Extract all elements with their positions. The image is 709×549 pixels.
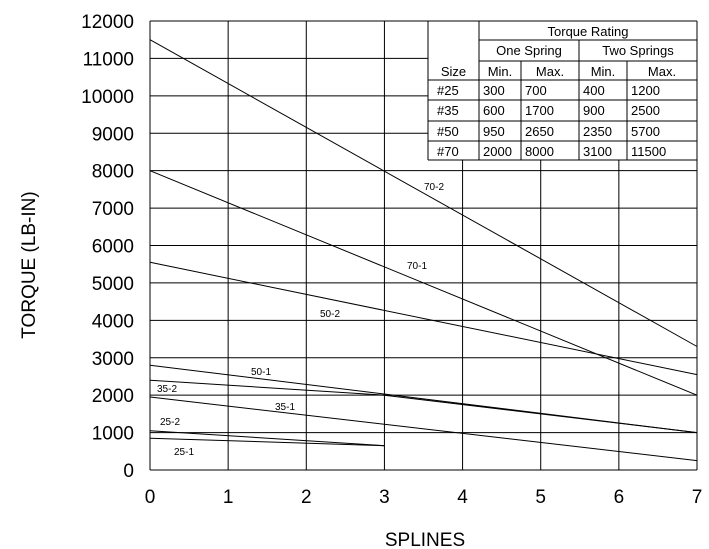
table-cell: 11500 [631,144,666,159]
table-cell: 900 [583,103,605,118]
x-tick-label: 2 [301,487,312,508]
table-cell: 700 [525,83,547,98]
series-line-25-2 [149,430,385,447]
series-label-35-1: 35-1 [275,402,295,413]
y-tick-label: 1000 [92,424,134,445]
series-label-25-2: 25-2 [160,417,180,428]
x-tick-label: 4 [457,487,468,508]
table-cell: #25 [437,83,459,98]
table-cell: 2650 [525,124,554,139]
table-cell: 5700 [631,124,660,139]
series-label-25-1: 25-1 [174,447,194,458]
series-label-35-2: 35-2 [157,384,177,395]
x-axis-title: SPLINES [385,530,465,549]
y-tick-label: 3000 [92,349,134,370]
y-tick-label: 6000 [92,237,134,258]
table-title: Torque Rating [548,24,629,39]
y-tick-label: 7000 [92,199,134,220]
table-group-header: One Spring [496,43,562,58]
y-tick-label: 0 [123,461,134,482]
series-lines [149,39,698,462]
table-column-header: Min. [488,64,513,79]
table-column-header: Max. [648,64,676,79]
x-tick-label: 5 [535,487,546,508]
table-cell: 300 [483,83,505,98]
table-cell: 950 [483,124,505,139]
table-cell: 2000 [483,144,512,159]
series-labels: 70-2 70-1 50-2 50-1 35-2 35-1 25-2 25-1 [157,182,444,458]
table-background [428,21,697,160]
table-cell: 2350 [583,124,612,139]
series-line-35-1 [149,396,698,462]
x-tick-label: 0 [145,487,156,508]
y-tick-label: 9000 [92,124,134,145]
y-tick-label: 4000 [92,311,134,332]
series-label-70-1: 70-1 [407,261,427,272]
y-axis-title: TORQUE (LB-IN) [19,191,40,338]
table-column-header: Max. [536,64,564,79]
table-cell: 2500 [631,103,660,118]
x-tick-label: 6 [614,487,625,508]
table-column-header: Min. [591,64,616,79]
series-line-70-2 [149,39,698,347]
series-label-70-2: 70-2 [424,182,444,193]
table-cell: #50 [437,124,459,139]
axis-ticks: 0 1 2 3 4 5 6 7 0 1000 2000 3000 4000 5000 6000 7000 800… [81,12,702,508]
table-cell: #35 [437,103,459,118]
series-label-50-1: 50-1 [251,367,271,378]
torque-rating-table: Torque Rating One Spring Two Springs Size Mi… [427,20,698,161]
series-line-70-1 [149,170,698,396]
y-tick-label: 11000 [83,49,134,70]
table-cell: 1200 [631,83,660,98]
series-line-50-2 [149,261,698,376]
series-line-35-2 [149,379,698,434]
x-tick-label: 1 [223,487,234,508]
x-tick-label: 3 [379,487,390,508]
x-tick-label: 7 [692,487,703,508]
table-column-header: Size [441,64,466,79]
y-tick-label: 5000 [92,274,134,295]
series-label-50-2: 50-2 [320,309,340,320]
y-tick-label: 10000 [81,87,134,108]
y-tick-label: 12000 [81,12,134,33]
table-group-header: Two Springs [602,43,674,58]
y-tick-label: 8000 [92,162,134,183]
series-line-25-1 [149,437,385,447]
table-cell: #70 [437,144,459,159]
table-cell: 1700 [525,103,554,118]
table-cell: 8000 [525,144,554,159]
table-cell: 3100 [583,144,612,159]
y-tick-label: 2000 [92,386,134,407]
table-cell: 400 [583,83,605,98]
table-cell: 600 [483,103,505,118]
